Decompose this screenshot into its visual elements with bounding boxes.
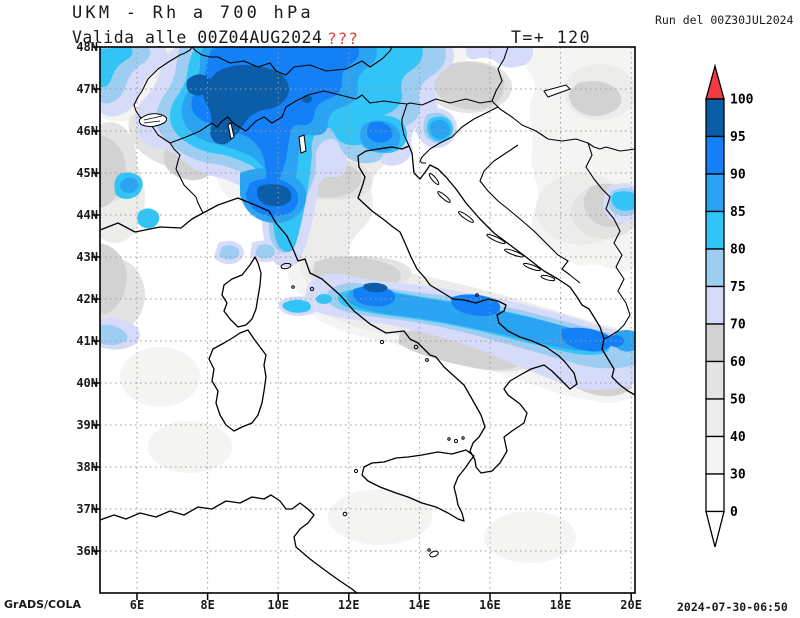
lat-axis-label: 42N (76, 292, 98, 306)
lon-axis-label: 12E (337, 598, 360, 612)
colorbar-cell-80-85 (705, 210, 725, 250)
colorbar-label: 85 (730, 205, 746, 220)
colorbar-label: 30 (730, 468, 746, 483)
lon-axis-label: 14E (408, 598, 431, 612)
lat-axis-label: 43N (76, 250, 98, 264)
lat-axis-label: 48N (76, 40, 98, 54)
weather-map (92, 46, 636, 600)
generation-timestamp: 2024-07-30-06:50 (677, 600, 788, 614)
chart-title: UKM - Rh a 700 hPa (72, 3, 314, 23)
lat-axis-label: 41N (76, 334, 98, 348)
lon-axis-label: 8E (200, 598, 215, 612)
lat-axis-label: 45N (76, 166, 98, 180)
lon-axis-label: 6E (129, 598, 145, 612)
colorbar-under-arrow (705, 510, 725, 548)
colorbar-cell-85-90 (705, 173, 725, 213)
colorbar-over-arrow (705, 63, 725, 100)
lon-axis-label: 10E (267, 598, 290, 612)
lat-axis-label: 37N (76, 502, 98, 516)
colorbar-label: 60 (730, 355, 746, 370)
lon-axis-label: 18E (549, 598, 572, 612)
colorbar-cell-50-60 (705, 360, 725, 400)
lat-axis-label: 39N (76, 418, 98, 432)
map-frame (99, 46, 636, 594)
colorbar-cell-40-50 (705, 398, 725, 438)
islands (280, 172, 556, 558)
lon-axis-label: 20E (620, 598, 642, 612)
lat-axis-label: 46N (76, 124, 98, 138)
colorbar-cell-60-70 (705, 323, 725, 363)
colorbar-cell-30-40 (705, 435, 725, 475)
colorbar-label: 80 (730, 243, 746, 258)
colorbar-label: 90 (730, 168, 746, 183)
colorbar-label: 95 (730, 130, 746, 145)
colorbar-cell-70-75 (705, 285, 725, 325)
run-label: Run del 00Z30JUL2024 (655, 13, 794, 27)
colorbar-label: 50 (730, 393, 746, 408)
axis-ticks (92, 46, 632, 600)
valid-time-label: Valida alle 00Z04AUG2024 (72, 28, 323, 47)
colorbar-cell-0-30 (705, 473, 725, 513)
colorbar-cell-90-95 (705, 135, 725, 175)
colorbar-label: 70 (730, 318, 746, 333)
lakes (138, 84, 571, 154)
lat-axis-label: 40N (76, 376, 98, 390)
lat-axis-label: 47N (76, 82, 98, 96)
colorbar-label: 40 (730, 430, 746, 445)
warning-text: ??? (327, 29, 359, 48)
colorbar-cell-75-80 (705, 248, 725, 288)
colorbar-label: 100 (730, 93, 754, 108)
lat-axis-label: 38N (76, 460, 98, 474)
country-borders (133, 47, 635, 340)
coastlines (100, 145, 635, 593)
colorbar: 100 95 90 85 80 75 70 60 50 40 30 0 (705, 63, 754, 548)
lon-axis-label: 16E (479, 598, 501, 612)
colorbar-label: 75 (730, 280, 746, 295)
lat-axis-label: 36N (76, 544, 98, 558)
grads-credit-label: GrADS/COLA (4, 598, 81, 611)
colorbar-cell-95-100 (705, 98, 725, 138)
lat-axis-label: 44N (76, 208, 98, 222)
lead-time-label: T=+ 120 (511, 28, 592, 47)
colorbar-label: 0 (730, 505, 738, 520)
